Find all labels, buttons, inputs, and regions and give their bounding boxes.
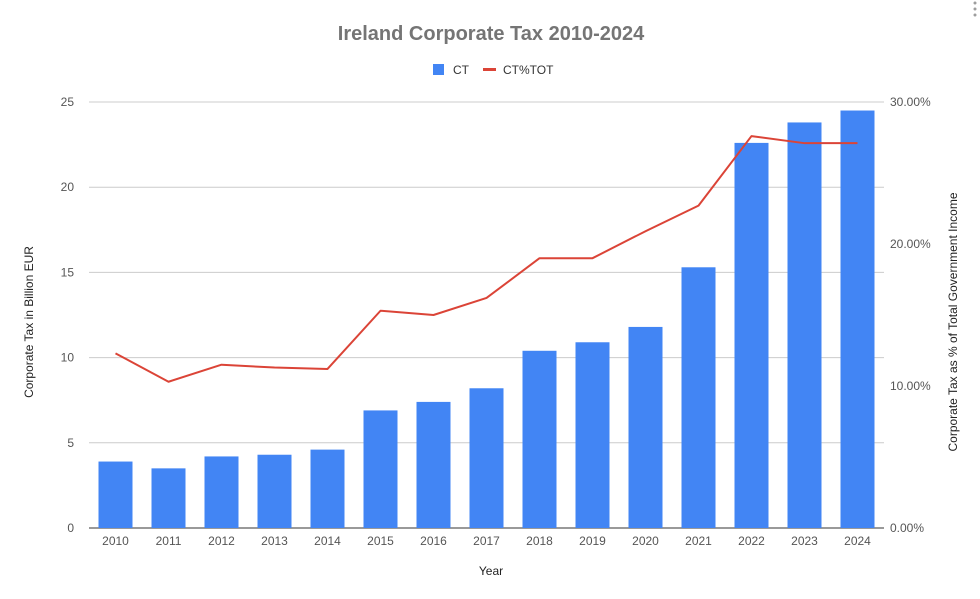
x-tick-label: 2011 (156, 534, 182, 548)
ct-bar-2024 (840, 110, 875, 529)
ct-bar-2016 (416, 401, 451, 528)
ct-bar-2013 (257, 454, 292, 528)
legend-ct-label: CT (453, 63, 470, 77)
left-tick-label: 5 (67, 436, 74, 450)
right-axis-title: Corporate Tax as % of Total Government I… (946, 192, 960, 451)
x-tick-label: 2017 (473, 534, 500, 548)
x-tick-label: 2010 (102, 534, 129, 548)
ct-bar-2017 (469, 388, 504, 528)
left-axis-title: Corporate Tax in Billion EUR (22, 246, 36, 398)
ctpct-line (115, 135, 858, 383)
ct-bar-2014 (310, 449, 345, 528)
ct-bar-2015 (363, 410, 398, 528)
x-tick-label: 2021 (685, 534, 712, 548)
left-axis-ticks: 0 5 10 15 20 25 (61, 95, 75, 535)
right-tick-label: 30.00% (890, 95, 931, 109)
x-tick-label: 2023 (791, 534, 818, 548)
x-tick-label: 2020 (632, 534, 659, 548)
ct-bar-2023 (787, 122, 822, 528)
left-tick-label: 15 (61, 265, 75, 279)
ct-bar-2021 (681, 267, 716, 528)
x-tick-label: 2014 (314, 534, 341, 548)
left-tick-label: 0 (67, 521, 74, 535)
x-axis-title: Year (479, 564, 503, 578)
menu-icon[interactable] (973, 1, 977, 17)
right-axis-ticks: 0.00% 10.00% 20.00% 30.00% (890, 95, 931, 535)
x-tick-label: 2016 (420, 534, 447, 548)
legend-ctpct-swatch (483, 68, 496, 71)
right-tick-label: 10.00% (890, 379, 931, 393)
right-tick-label: 0.00% (890, 521, 924, 535)
x-tick-label: 2018 (526, 534, 553, 548)
ct-bar-2019 (575, 342, 610, 528)
chart-title: Ireland Corporate Tax 2010-2024 (338, 23, 645, 45)
left-tick-label: 20 (61, 180, 75, 194)
x-tick-label: 2024 (844, 534, 871, 548)
legend: CT CT%TOT (433, 63, 554, 77)
ct-bars (98, 110, 875, 529)
left-tick-label: 10 (61, 351, 75, 365)
left-tick-label: 25 (61, 95, 75, 109)
x-tick-label: 2022 (738, 534, 765, 548)
x-axis-ticks: 2010 2011 2012 2013 2014 2015 2016 2017 2018 2019… (102, 534, 871, 548)
right-tick-label: 20.00% (890, 237, 931, 251)
ct-bar-2018 (522, 350, 557, 528)
ct-bar-2012 (204, 456, 239, 528)
ct-bar-2022 (734, 142, 769, 528)
ct-bar-2020 (628, 326, 663, 528)
ct-bar-2010 (98, 461, 133, 528)
x-tick-label: 2013 (261, 534, 288, 548)
x-tick-label: 2012 (208, 534, 235, 548)
x-tick-label: 2015 (367, 534, 394, 548)
x-tick-label: 2019 (579, 534, 606, 548)
legend-ct-swatch (433, 64, 444, 75)
legend-ctpct-label: CT%TOT (503, 63, 554, 77)
ct-bar-2011 (151, 468, 186, 528)
